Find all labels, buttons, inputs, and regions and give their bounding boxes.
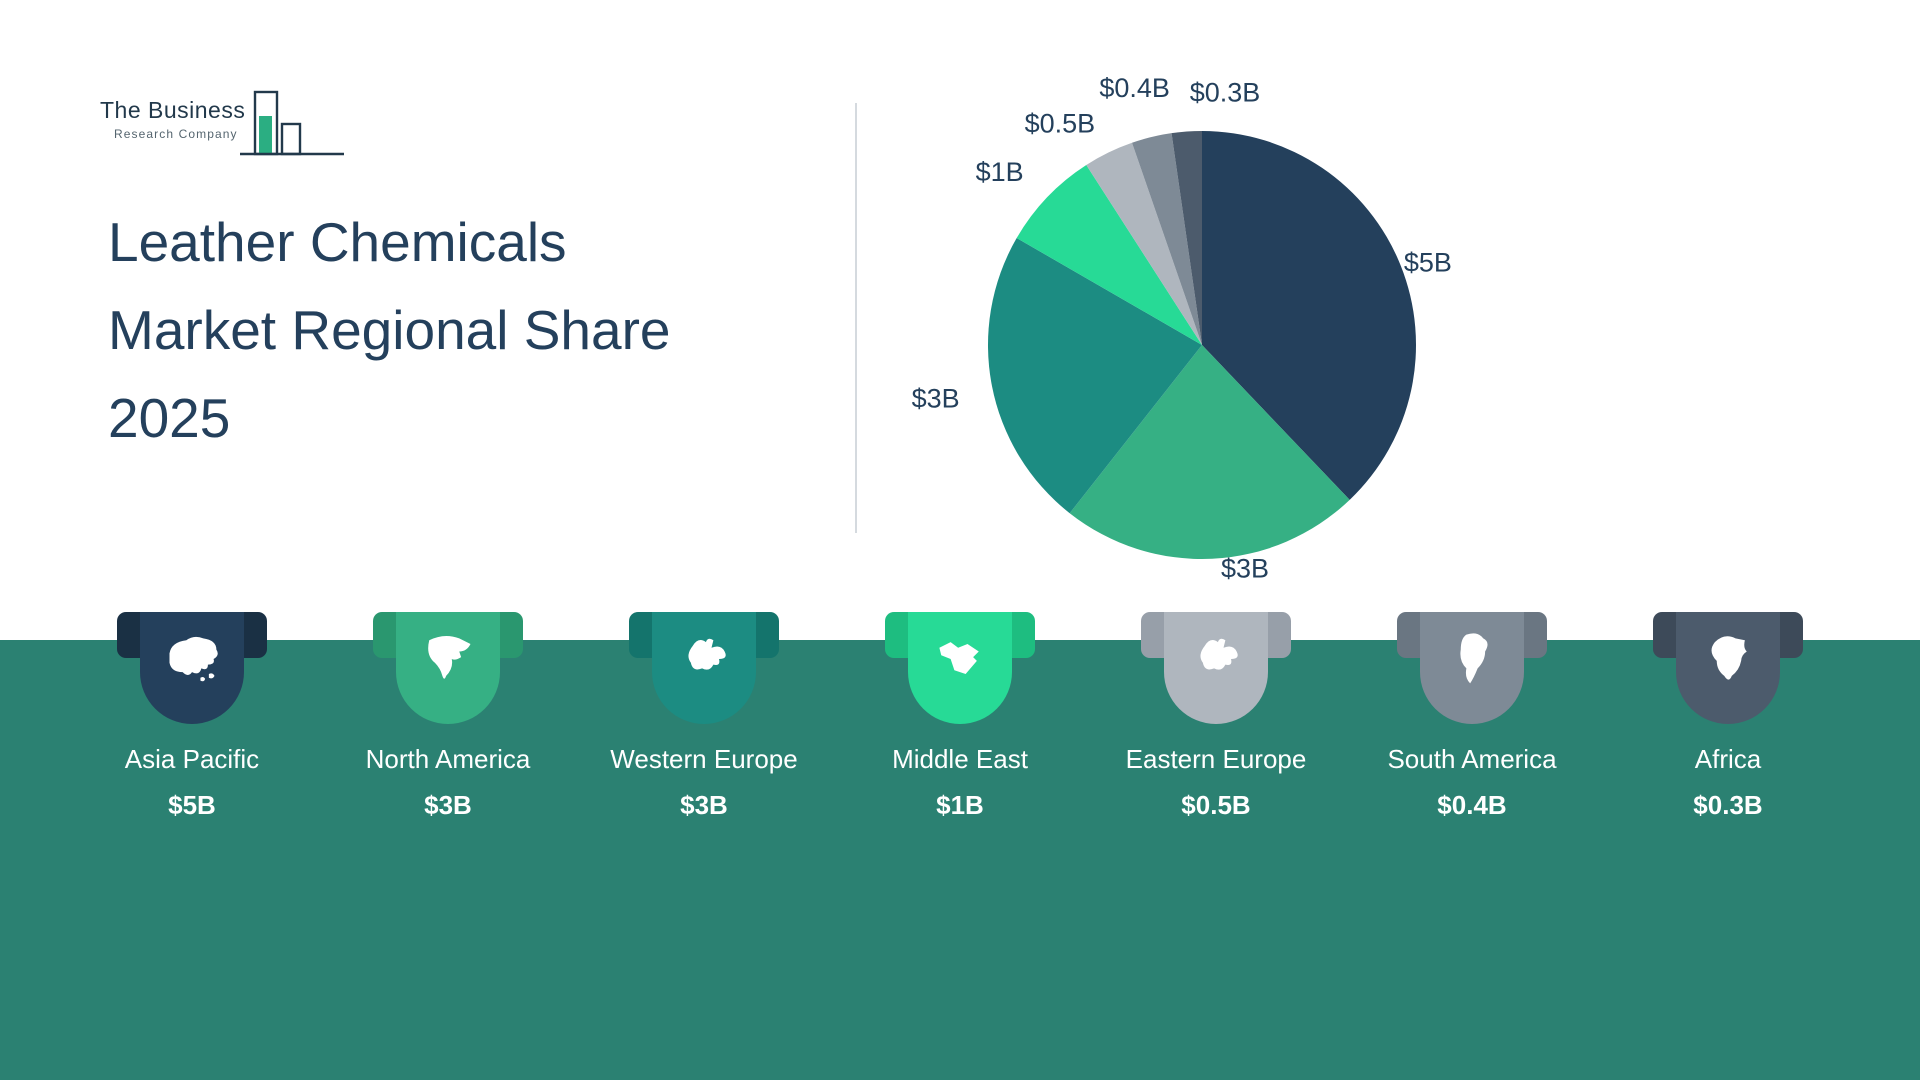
region-value: $0.3B <box>1693 790 1763 820</box>
region-value: $0.4B <box>1437 790 1507 820</box>
eastern-europe-icon <box>1200 638 1238 670</box>
ribbon-shield <box>396 612 500 724</box>
region-value: $1B <box>936 790 984 820</box>
region-legend: Asia Pacific $5B North America $3B <box>0 612 1920 821</box>
region-card: Western Europe $3B <box>576 612 832 821</box>
western-europe-icon <box>688 638 726 670</box>
africa-icon <box>1711 636 1747 680</box>
bar-chart-logo-icon <box>240 90 344 156</box>
pie-slice-south-america <box>1132 133 1202 345</box>
region-badge <box>373 612 523 724</box>
ribbon-shield <box>652 612 756 724</box>
region-badge <box>1141 612 1291 724</box>
region-value: $0.5B <box>1181 790 1251 820</box>
ribbon-shield <box>1420 612 1524 724</box>
pie-slice-label: $0.5B <box>1025 108 1096 138</box>
region-value: $5B <box>168 790 216 820</box>
page-title-line-2: Market Regional Share <box>108 299 671 361</box>
region-badge <box>1653 612 1803 724</box>
page-title-line-3: 2025 <box>108 387 231 449</box>
page-title-line-1: Leather Chemicals <box>108 211 567 273</box>
pie-slice-middle-east <box>1016 164 1202 345</box>
region-badge <box>885 612 1035 724</box>
region-card: Asia Pacific $5B <box>64 612 320 821</box>
region-badge <box>117 612 267 724</box>
region-card: Eastern Europe $0.5B <box>1088 612 1344 821</box>
region-name: South America <box>1387 744 1557 774</box>
north-america-icon <box>428 635 471 679</box>
pie-slice-label: $3B <box>1221 554 1269 584</box>
asia-pacific-icon <box>169 636 218 682</box>
pie-slice-eastern-europe <box>1086 142 1202 345</box>
company-logo: The Business Research Company <box>100 90 344 156</box>
region-name: Asia Pacific <box>124 744 260 774</box>
region-card: Africa $0.3B <box>1600 612 1856 821</box>
region-card: South America $0.4B <box>1344 612 1600 821</box>
pie-slice-africa <box>1171 131 1202 345</box>
pie-slice-label: $1B <box>976 157 1024 187</box>
middle-east-icon <box>939 642 979 674</box>
region-badge <box>1397 612 1547 724</box>
ribbon-shield <box>140 612 244 724</box>
pie-slice-western-europe <box>987 238 1202 514</box>
pie-slice-north-america <box>1069 345 1350 560</box>
pie-slice-label: $0.4B <box>1099 73 1170 103</box>
pie-chart: $5B $3B $3B $1B$0.5B$0.4B $0.3B <box>912 73 1452 584</box>
region-value: $3B <box>680 790 728 820</box>
vertical-divider <box>855 103 857 533</box>
page-title: Leather Chemicals Market Regional Share … <box>108 198 671 462</box>
region-name: Africa <box>1694 744 1762 774</box>
pie-slice-asia-pacific <box>1202 131 1417 500</box>
region-name: Eastern Europe <box>1125 744 1307 774</box>
brand-name: The Business <box>100 97 245 123</box>
south-america-icon <box>1460 633 1488 684</box>
region-name: Middle East <box>892 744 1028 774</box>
region-value: $3B <box>424 790 472 820</box>
ribbon-shield <box>1164 612 1268 724</box>
pie-slice-label: $5B <box>1404 247 1452 277</box>
region-card: North America $3B <box>320 612 576 821</box>
ribbon-shield <box>1676 612 1780 724</box>
pie-slice-label: $3B <box>912 384 960 414</box>
region-name: North America <box>365 744 531 774</box>
region-badge <box>629 612 779 724</box>
pie-slice-label: $0.3B <box>1190 78 1261 108</box>
region-card: Middle East $1B <box>832 612 1088 821</box>
region-name: Western Europe <box>610 744 798 774</box>
ribbon-shield <box>908 612 1012 724</box>
brand-subtitle: Research Company <box>114 127 238 141</box>
